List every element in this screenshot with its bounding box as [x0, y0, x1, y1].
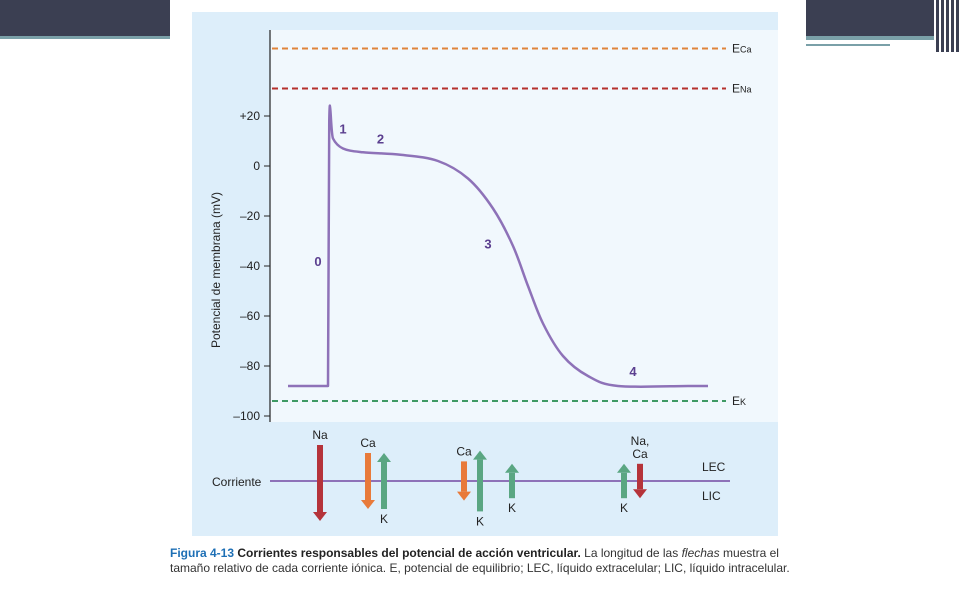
y-tick-label: –40 — [240, 259, 260, 273]
equilibrium-label-ena: ENa — [732, 82, 752, 96]
current-arrow-k — [505, 463, 519, 499]
y-tick-label: –80 — [240, 359, 260, 373]
current-arrow-k — [473, 450, 487, 512]
current-arrow-k — [617, 463, 631, 499]
current-arrow-k — [377, 453, 391, 509]
slide-accent-right — [806, 36, 936, 40]
slide-accent-right-thin — [806, 44, 890, 46]
figure-caption: Figura 4-13 Corrientes responsables del … — [170, 546, 810, 576]
phase-label-2: 2 — [377, 132, 384, 147]
y-tick-label: –60 — [240, 309, 260, 323]
current-arrow-label: K — [380, 512, 388, 526]
phase-label-0: 0 — [314, 254, 321, 269]
phase-label-1: 1 — [339, 122, 346, 137]
phase-label-3: 3 — [484, 237, 491, 252]
equilibrium-label-ek: EK — [732, 394, 746, 408]
slide-bar-left — [0, 0, 170, 36]
caption-figure-number: Figura 4-13 — [170, 546, 235, 560]
current-arrow-label: Na, — [631, 434, 650, 448]
current-arrow-na — [313, 445, 327, 521]
current-arrow-label: Ca — [632, 447, 648, 461]
current-arrow-ca — [457, 461, 471, 501]
caption-text-1: La longitud de las — [580, 546, 682, 560]
caption-figure-title: Corrientes responsables del potencial de… — [237, 546, 581, 560]
current-arrow-label: Ca — [456, 444, 472, 458]
y-axis: +20 0 –20 –40 –60 –80 –100 Potencial de membran… — [209, 30, 271, 423]
current-arrow-naca — [633, 463, 647, 499]
caption-emphasis: flechas — [681, 546, 720, 560]
action-potential-curve-group: 0 1 2 3 4 — [288, 104, 708, 389]
phase-label-4: 4 — [629, 364, 637, 379]
y-tick-label: –100 — [233, 409, 260, 423]
current-arrow-label: K — [620, 501, 628, 515]
current-arrow-label: Ca — [360, 436, 376, 450]
action-potential-curve — [288, 104, 708, 389]
current-row-label: Corriente — [212, 475, 262, 489]
current-arrow-ca — [361, 453, 375, 509]
slide-stripes — [934, 0, 960, 52]
y-axis-label: Potencial de membrana (mV) — [209, 192, 223, 348]
current-arrow-label: Na — [312, 428, 328, 442]
equilibrium-lines: ECa ENa EK — [272, 42, 752, 408]
lic-label: LIC — [702, 489, 721, 503]
plot-area — [270, 30, 778, 422]
caption-text-2: muestra el tamaño relativo de cada corri… — [170, 546, 790, 575]
equilibrium-label-eca: ECa — [732, 42, 752, 56]
lec-label: LEC — [702, 460, 726, 474]
y-tick-label: –20 — [240, 209, 260, 223]
slide-accent-left — [0, 36, 170, 39]
y-tick-label: +20 — [240, 109, 261, 123]
y-tick-label: 0 — [253, 159, 260, 173]
current-arrow-label: K — [476, 514, 484, 528]
current-arrow-label: K — [508, 501, 516, 515]
